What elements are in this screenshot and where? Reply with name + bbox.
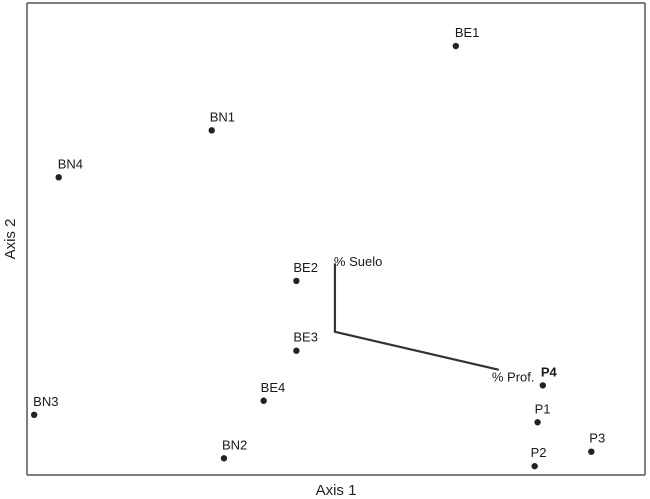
data-point-p4	[539, 382, 547, 389]
point-label-p4: P4	[541, 364, 558, 379]
vector-label-1: % Prof.	[492, 370, 535, 385]
data-point-bn1	[208, 127, 215, 134]
point-label-be1: BE1	[455, 25, 480, 40]
vector-layer: % Suelo % Prof.	[333, 254, 535, 385]
data-point-bn4	[55, 174, 62, 181]
point-label-bn2: BN2	[222, 437, 247, 452]
point-label-p1: P1	[535, 401, 551, 416]
vector-label-0: % Suelo	[334, 254, 382, 269]
data-point-bn3	[30, 411, 38, 419]
data-point-be4	[260, 397, 267, 404]
y-axis-title: Axis 2	[2, 219, 19, 260]
x-axis-title: Axis 1	[316, 482, 357, 499]
point-label-bn4: BN4	[58, 156, 83, 171]
data-point-bn2	[220, 455, 228, 462]
data-point-be1	[452, 42, 460, 50]
point-label-bn3: BN3	[33, 394, 58, 409]
data-point-be2	[293, 277, 300, 285]
point-label-be3: BE3	[293, 330, 318, 345]
plot-frame	[26, 2, 646, 476]
data-point-be3	[293, 347, 300, 354]
point-layer: BE1 BN1 BN4 BE2 BE3 BE4 BN3 BN2 P4 P1 P2 P3	[30, 25, 605, 470]
vector-line-1	[333, 330, 499, 371]
data-point-p2	[531, 462, 538, 470]
data-point-p1	[534, 419, 541, 426]
point-label-p3: P3	[589, 431, 605, 446]
data-point-p3	[588, 448, 595, 455]
point-label-p2: P2	[531, 445, 547, 460]
point-label-be4: BE4	[261, 380, 286, 395]
point-label-be2: BE2	[293, 260, 318, 275]
point-label-bn1: BN1	[210, 109, 235, 124]
